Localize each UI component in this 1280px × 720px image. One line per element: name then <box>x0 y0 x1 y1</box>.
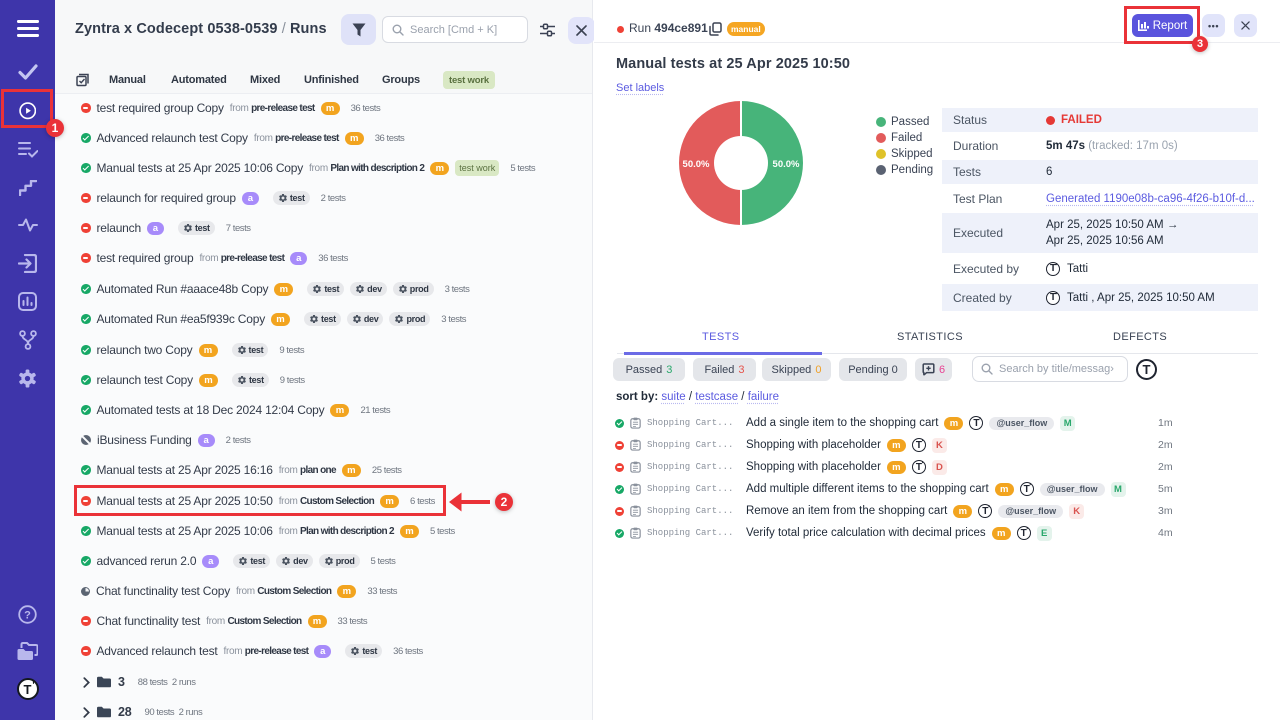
svg-text:?: ? <box>24 610 31 622</box>
svg-text:50.0%: 50.0% <box>773 159 800 170</box>
svg-text:50.0%: 50.0% <box>683 159 710 170</box>
